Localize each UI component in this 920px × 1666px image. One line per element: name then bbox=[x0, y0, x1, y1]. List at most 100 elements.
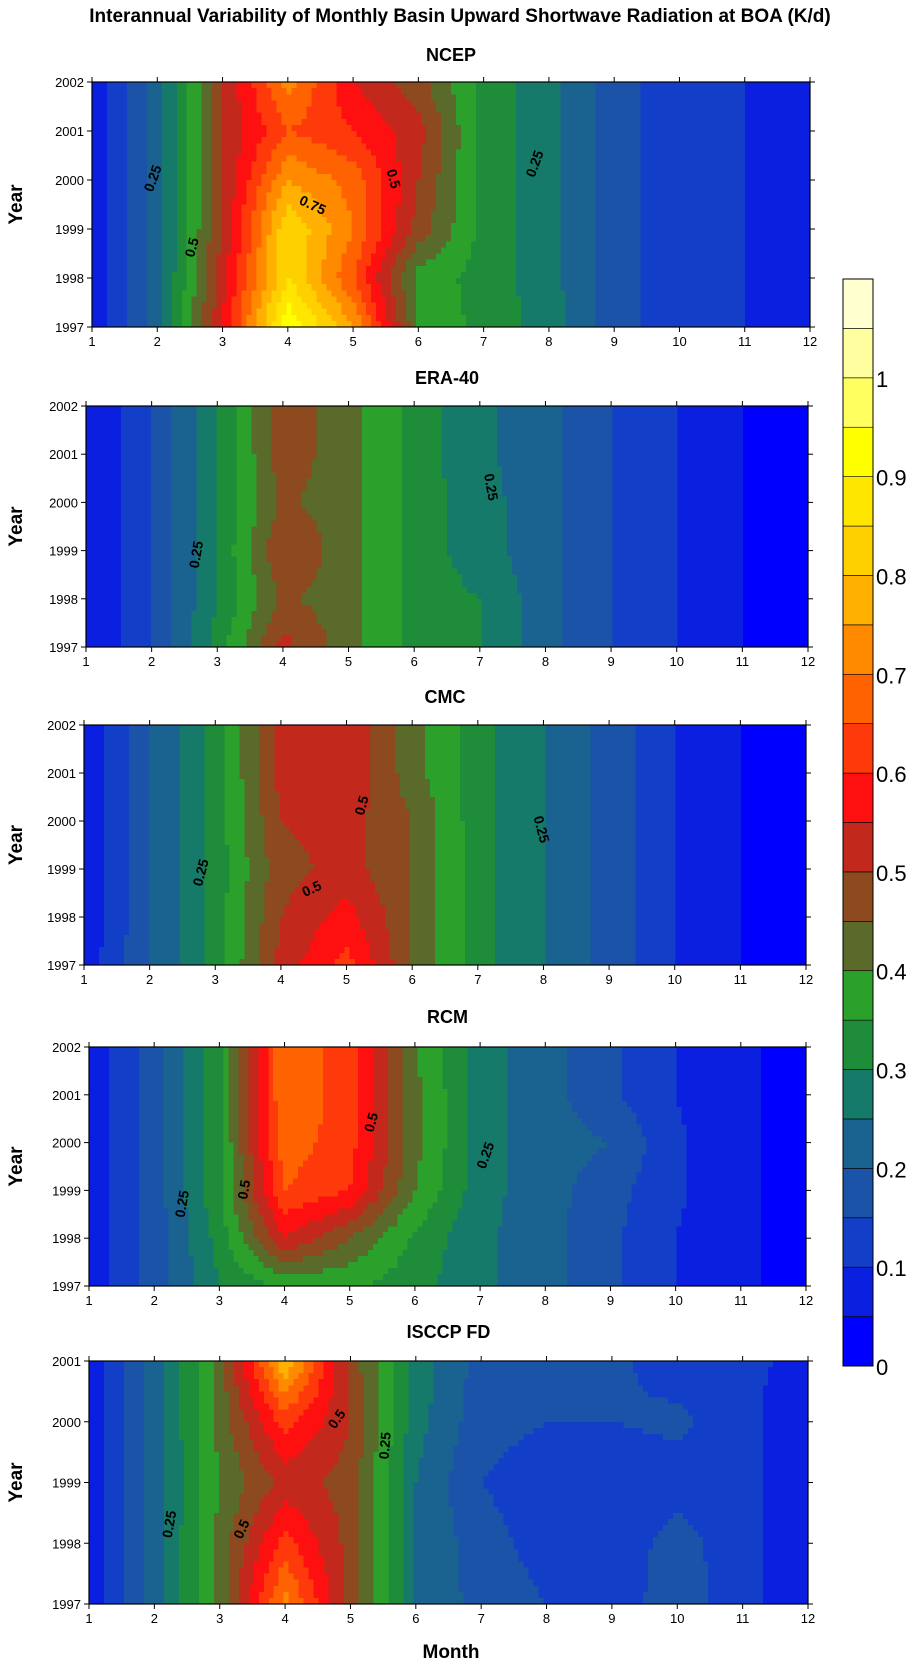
heatmap-cell bbox=[222, 266, 228, 273]
heatmap-cell bbox=[267, 149, 273, 156]
heatmap-cell bbox=[291, 217, 297, 224]
heatmap-cell bbox=[147, 156, 153, 163]
heatmap-cell bbox=[655, 266, 661, 273]
heatmap-cell bbox=[202, 180, 208, 187]
heatmap-cell bbox=[486, 119, 492, 126]
heatmap-cell bbox=[700, 205, 706, 212]
heatmap-cell bbox=[506, 180, 512, 187]
heatmap-cell bbox=[521, 149, 527, 156]
heatmap-cell bbox=[626, 192, 632, 199]
heatmap-cell bbox=[546, 113, 552, 120]
heatmap-cell bbox=[331, 162, 337, 169]
heatmap-cell bbox=[635, 272, 641, 279]
heatmap-cell bbox=[576, 241, 582, 248]
heatmap-cell bbox=[685, 107, 691, 114]
heatmap-cell bbox=[242, 192, 248, 199]
heatmap-cell bbox=[695, 107, 701, 114]
heatmap-cell bbox=[301, 229, 307, 236]
heatmap-cell bbox=[331, 192, 337, 199]
heatmap-cell bbox=[451, 94, 457, 101]
heatmap-cell bbox=[132, 235, 138, 242]
heatmap-cell bbox=[755, 211, 761, 218]
heatmap-cell bbox=[406, 272, 412, 279]
heatmap-cell bbox=[172, 100, 178, 107]
heatmap-cell bbox=[501, 205, 507, 212]
heatmap-cell bbox=[695, 192, 701, 199]
heatmap-cell bbox=[192, 211, 198, 218]
heatmap-cell bbox=[705, 156, 711, 163]
heatmap-cell bbox=[725, 247, 731, 254]
heatmap-cell bbox=[790, 100, 796, 107]
heatmap-cell bbox=[207, 149, 213, 156]
heatmap-cell bbox=[491, 186, 497, 193]
heatmap-cell bbox=[162, 113, 168, 120]
heatmap-cell bbox=[690, 88, 696, 95]
heatmap-cell bbox=[371, 113, 377, 120]
heatmap-cell bbox=[705, 211, 711, 218]
heatmap-cell bbox=[446, 278, 452, 285]
heatmap-cell bbox=[451, 82, 457, 89]
heatmap-cell bbox=[476, 241, 482, 248]
heatmap-cell bbox=[611, 174, 617, 181]
heatmap-cell bbox=[192, 94, 198, 101]
heatmap-cell bbox=[331, 180, 337, 187]
heatmap-cell bbox=[790, 156, 796, 163]
heatmap-cell bbox=[461, 174, 467, 181]
heatmap-cell bbox=[112, 229, 118, 236]
heatmap-cell bbox=[401, 217, 407, 224]
heatmap-cell bbox=[431, 119, 437, 126]
heatmap-cell bbox=[800, 272, 806, 279]
heatmap-cell bbox=[202, 162, 208, 169]
heatmap-cell bbox=[127, 266, 133, 273]
heatmap-cell bbox=[97, 82, 103, 89]
heatmap-cell bbox=[406, 162, 412, 169]
heatmap-cell bbox=[546, 143, 552, 150]
heatmap-cell bbox=[237, 192, 243, 199]
heatmap-cell bbox=[660, 205, 666, 212]
heatmap-cell bbox=[795, 107, 801, 114]
heatmap-cell bbox=[227, 125, 233, 132]
heatmap-cell bbox=[431, 107, 437, 114]
heatmap-cell bbox=[481, 180, 487, 187]
heatmap-cell bbox=[626, 119, 632, 126]
heatmap-cell bbox=[451, 241, 457, 248]
heatmap-cell bbox=[486, 131, 492, 138]
heatmap-cell bbox=[381, 162, 387, 169]
heatmap-cell bbox=[645, 223, 651, 230]
heatmap-cell bbox=[581, 198, 587, 205]
heatmap-cell bbox=[596, 235, 602, 242]
heatmap-cell bbox=[765, 186, 771, 193]
heatmap-cell bbox=[391, 149, 397, 156]
heatmap-cell bbox=[740, 137, 746, 144]
heatmap-cell bbox=[710, 186, 716, 193]
heatmap-cell bbox=[311, 156, 317, 163]
heatmap-cell bbox=[616, 235, 622, 242]
heatmap-cell bbox=[281, 235, 287, 242]
heatmap-cell bbox=[242, 247, 248, 254]
heatmap-cell bbox=[172, 94, 178, 101]
heatmap-cell bbox=[715, 88, 721, 95]
heatmap-cell bbox=[685, 254, 691, 261]
heatmap-cell bbox=[521, 254, 527, 261]
heatmap-cell bbox=[152, 235, 158, 242]
heatmap-cell bbox=[501, 198, 507, 205]
heatmap-cell bbox=[546, 107, 552, 114]
heatmap-cell bbox=[690, 119, 696, 126]
heatmap-cell bbox=[451, 266, 457, 273]
heatmap-cell bbox=[431, 198, 437, 205]
heatmap-cell bbox=[446, 82, 452, 89]
heatmap-cell bbox=[257, 94, 263, 101]
heatmap-cell bbox=[621, 168, 627, 175]
heatmap-cell bbox=[247, 211, 253, 218]
heatmap-cell bbox=[720, 217, 726, 224]
heatmap-cell bbox=[655, 235, 661, 242]
heatmap-cell bbox=[660, 186, 666, 193]
heatmap-cell bbox=[242, 88, 248, 95]
heatmap-cell bbox=[795, 174, 801, 181]
heatmap-cell bbox=[306, 278, 312, 285]
heatmap-cell bbox=[745, 272, 751, 279]
heatmap-cell bbox=[601, 211, 607, 218]
heatmap-cell bbox=[401, 94, 407, 101]
heatmap-cell bbox=[770, 149, 776, 156]
heatmap-cell bbox=[616, 162, 622, 169]
